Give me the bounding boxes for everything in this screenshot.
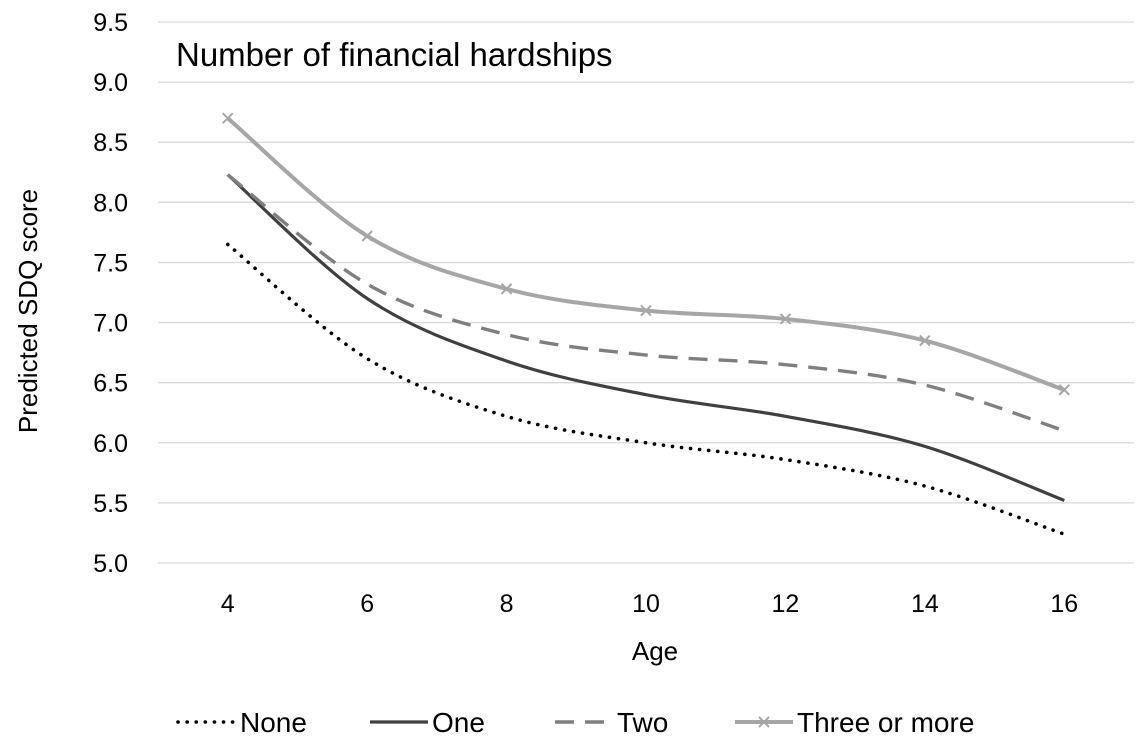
x-tick-label: 12 (772, 590, 800, 618)
x-tick-label: 8 (500, 590, 514, 618)
legend-item-two: Two (555, 707, 668, 738)
legend-label: None (240, 707, 307, 738)
legend-item-one: One (370, 707, 485, 738)
x-tick-label: 10 (632, 590, 660, 618)
y-tick-label: 6.0 (93, 430, 128, 458)
chart-title: Number of financial hardships (176, 36, 613, 73)
y-axis-ticks: 5.0 5.5 6.0 6.5 7.0 7.5 8.0 8.5 9.0 9.5 (93, 9, 128, 578)
x-axis-title: Age (632, 636, 678, 666)
legend-label: One (432, 707, 485, 738)
y-tick-label: 7.0 (93, 310, 128, 338)
data-point-three-or-more (500, 283, 513, 295)
series-line-one (226, 173, 1065, 502)
data-point-three-or-more (779, 313, 792, 325)
y-tick-label: 7.5 (93, 249, 128, 277)
legend: None One Two Three or more (176, 707, 974, 738)
legend-item-three-or-more: Three or more (735, 707, 974, 738)
legend-label: Three or more (797, 707, 974, 738)
data-point-three-or-more (1058, 384, 1070, 396)
legend-item-none: None (176, 707, 307, 738)
y-tick-label: 9.5 (93, 9, 128, 37)
series-line-none (225, 242, 1067, 536)
data-point-three-or-more (919, 334, 931, 347)
data-point-three-or-more (222, 112, 234, 124)
y-tick-label: 8.0 (93, 189, 128, 217)
x-axis-ticks: 4 6 8 10 12 14 16 (221, 590, 1078, 618)
y-tick-label: 6.5 (93, 370, 128, 398)
legend-marker (758, 716, 770, 728)
gridlines (158, 21, 1134, 564)
x-tick-label: 14 (911, 590, 939, 618)
legend-label: Two (617, 707, 668, 738)
x-tick-label: 16 (1050, 590, 1078, 618)
y-tick-label: 5.0 (93, 550, 128, 578)
series-markers (222, 112, 1070, 396)
y-tick-label: 8.5 (93, 129, 128, 157)
series-lines (225, 116, 1067, 536)
data-point-three-or-more (640, 304, 652, 317)
y-axis-title: Predicted SDQ score (13, 189, 43, 433)
series-line-two (226, 173, 1065, 433)
x-tick-label: 6 (360, 590, 374, 618)
y-tick-label: 5.5 (93, 490, 128, 518)
data-point-three-or-more (361, 230, 373, 242)
y-tick-label: 9.0 (93, 69, 128, 97)
x-tick-label: 4 (221, 590, 235, 618)
